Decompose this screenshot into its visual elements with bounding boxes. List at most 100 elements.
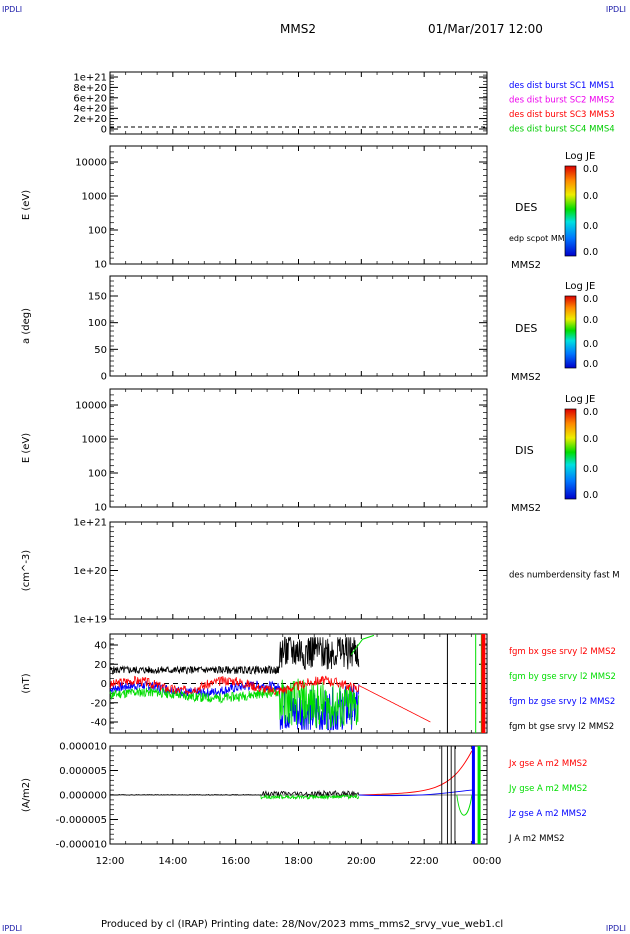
extra-label: edp scpot MMS2	[509, 234, 575, 243]
y-tick-label: 0	[101, 372, 107, 383]
y-tick-label: 40	[94, 641, 107, 652]
colorbar-tick-label: 0.0	[583, 315, 598, 326]
jy-spike	[477, 746, 481, 844]
y-tick-label: 0.000010	[59, 742, 107, 753]
legend-entry: Jy gse A m2 MMS2	[508, 784, 587, 794]
y-tick-label: 10000	[75, 158, 107, 169]
legend-entry: fgm bt gse srvy l2 MMS2	[509, 722, 614, 732]
colorbar	[564, 295, 577, 369]
legend-entry: des dist burst SC3 MMS3	[509, 110, 615, 120]
x-tick-label: 20:00	[347, 856, 376, 867]
instrument-label: DES	[515, 322, 537, 335]
y-tick-label: 1e+21	[73, 518, 107, 529]
legend-entry: des dist burst SC1 MMS1	[509, 81, 615, 91]
panel-frame	[109, 388, 488, 508]
colorbar-title: Log JE	[565, 281, 595, 292]
panel-frame	[109, 71, 488, 135]
y-tick-label: 1000	[82, 435, 107, 446]
y-axis-label: (A/m2)	[21, 778, 32, 812]
y-tick-label: 1e+21	[73, 73, 107, 84]
sc-label: MMS2	[511, 503, 541, 514]
x-tick-label: 14:00	[158, 856, 187, 867]
bx-spike	[481, 634, 486, 733]
legend-entry: des dist burst SC2 MMS2	[509, 96, 615, 106]
by-late	[350, 634, 375, 655]
legend-entry: des numberdensity fast M	[509, 571, 620, 581]
sc-label: MMS2	[511, 372, 541, 383]
y-tick-label: 8e+20	[73, 83, 107, 94]
y-tick-label: 10000	[75, 401, 107, 412]
y-tick-label: -0.000010	[56, 840, 107, 851]
y-tick-label: 150	[88, 292, 107, 303]
jy-late	[456, 794, 473, 816]
header-spacecraft: MMS2	[280, 22, 316, 36]
corner-tl: IPDLI	[2, 5, 23, 14]
bx-series	[109, 675, 431, 723]
y-tick-label: -20	[91, 698, 107, 709]
y-tick-label: 0	[101, 125, 107, 136]
y-tick-label: 50	[94, 345, 107, 356]
colorbar-tick-label: 0.0	[583, 294, 598, 305]
instrument-label: DES	[515, 201, 537, 214]
legend-entry: Jz gse A m2 MMS2	[508, 809, 587, 819]
jz-spike	[471, 746, 475, 844]
y-tick-label: 100	[88, 226, 107, 237]
x-tick-label: 16:00	[221, 856, 250, 867]
instrument-label: DIS	[515, 444, 534, 457]
colorbar-tick-label: 0.0	[583, 221, 598, 232]
bt-series	[109, 636, 360, 676]
colorbar-tick-label: 0.0	[583, 359, 598, 370]
y-tick-label: -40	[91, 718, 107, 729]
legend-entry: fgm bz gse srvy l2 MMS2	[509, 697, 615, 707]
header-date: 01/Mar/2017 12:00	[428, 22, 543, 36]
y-axis-label: (nT)	[21, 673, 32, 693]
colorbar-tick-label: 0.0	[583, 339, 598, 350]
y-axis-label: (cm^-3)	[21, 550, 32, 591]
y-tick-label: 20	[94, 660, 107, 671]
colorbar-tick-label: 0.0	[583, 407, 598, 418]
j-series	[109, 789, 360, 799]
corner-tr: IPDLI	[605, 5, 626, 14]
y-tick-label: 10	[94, 503, 107, 514]
x-tick-label: 12:00	[96, 856, 125, 867]
colorbar-tick-label: 0.0	[583, 434, 598, 445]
y-tick-label: 0	[101, 679, 107, 690]
sc-label: MMS2	[511, 260, 541, 271]
x-tick-label: 00:00	[473, 856, 502, 867]
y-tick-label: 100	[88, 469, 107, 480]
y-tick-label: 10	[94, 260, 107, 271]
y-tick-label: 2e+20	[73, 114, 107, 125]
colorbar	[564, 165, 577, 257]
y-axis-label: E (eV)	[21, 433, 32, 463]
y-tick-label: 100	[88, 318, 107, 329]
legend-entry: fgm bx gse srvy l2 MMS2	[509, 647, 616, 657]
y-tick-label: 0.000005	[59, 766, 107, 777]
jz-series	[358, 789, 472, 797]
colorbar-title: Log JE	[565, 151, 595, 162]
legend-entry: fgm by gse srvy l2 MMS2	[509, 672, 616, 682]
corner-bl: IPDLI	[2, 924, 23, 933]
panel-frame	[109, 275, 488, 377]
jx-series	[358, 750, 473, 796]
colorbar-tick-label: 0.0	[583, 191, 598, 202]
y-tick-label: 6e+20	[73, 93, 107, 104]
y-tick-label: 0.000000	[59, 791, 107, 802]
legend-entry: J A m2 MMS2	[508, 834, 565, 844]
colorbar-tick-label: 0.0	[583, 490, 598, 501]
x-tick-label: 22:00	[410, 856, 439, 867]
colorbar-tick-label: 0.0	[583, 464, 598, 475]
colorbar-tick-label: 0.0	[583, 164, 598, 175]
by-series	[109, 678, 360, 730]
corner-br: IPDLI	[605, 924, 626, 933]
y-tick-label: 4e+20	[73, 104, 107, 115]
colorbar-title: Log JE	[565, 394, 595, 405]
legend-entry: des dist burst SC4 MMS4	[509, 125, 615, 135]
legend-entry: Jx gse A m2 MMS2	[508, 759, 587, 769]
colorbar	[564, 408, 577, 500]
footer-info: Produced by cl (IRAP) Printing date: 28/…	[101, 919, 504, 930]
y-axis-label: E (eV)	[21, 190, 32, 220]
colorbar-tick-label: 0.0	[583, 247, 598, 258]
y-tick-label: 1000	[82, 192, 107, 203]
y-axis-label: a (deg)	[21, 308, 32, 344]
